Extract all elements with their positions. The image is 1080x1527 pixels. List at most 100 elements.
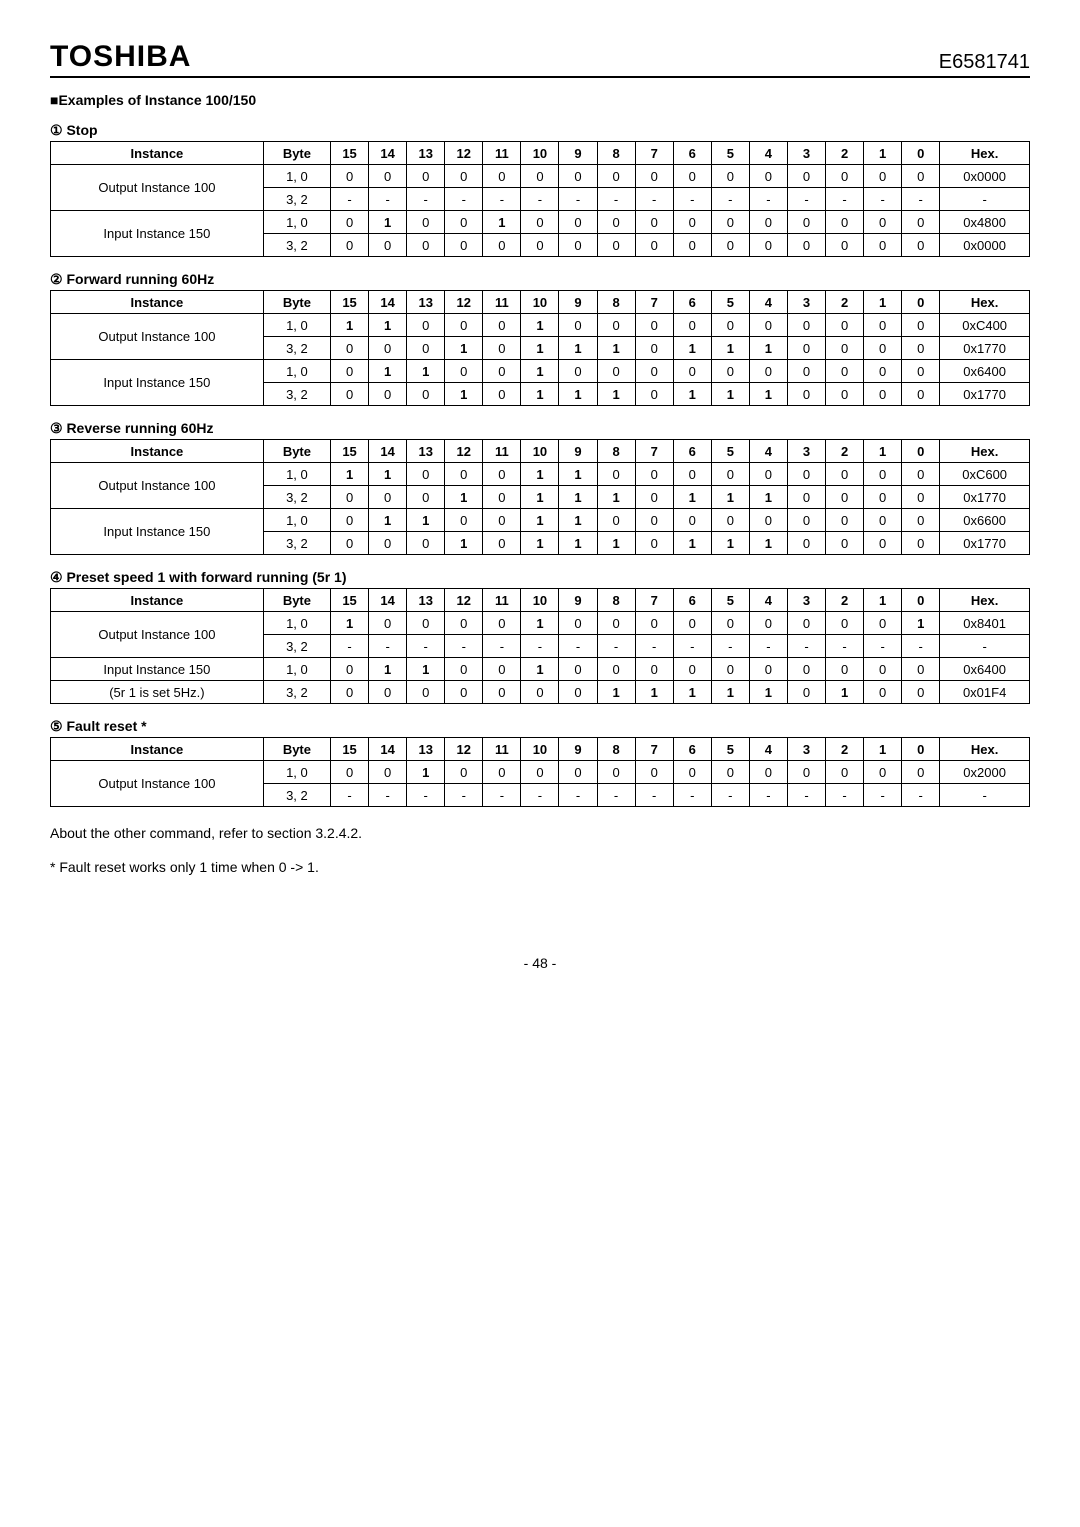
bit-cell: - [445,635,483,658]
table-row: Output Instance 1001, 010000100000000010… [51,612,1030,635]
bit-cell: 0 [673,165,711,188]
col-bit: 7 [635,589,673,612]
bit-cell: 0 [787,463,825,486]
col-bit: 11 [483,738,521,761]
bit-cell: 0 [826,337,864,360]
bit-cell: - [331,188,369,211]
bit-cell: 0 [749,612,787,635]
hex-cell: 0x8401 [940,612,1030,635]
bit-cell: 0 [635,463,673,486]
col-bit: 5 [711,291,749,314]
bit-cell: 1 [521,658,559,681]
bit-cell: 0 [331,165,369,188]
col-bit: 13 [407,142,445,165]
bit-cell: 0 [331,509,369,532]
bit-cell: 0 [749,658,787,681]
byte-cell: 1, 0 [263,211,330,234]
bit-cell: - [331,784,369,807]
bit-cell: - [635,635,673,658]
bit-cell: 0 [483,234,521,257]
col-bit: 6 [673,440,711,463]
bit-cell: 1 [597,486,635,509]
bit-cell: 0 [635,486,673,509]
bit-cell: 0 [407,532,445,555]
bit-cell: - [864,784,902,807]
bit-cell: 1 [597,532,635,555]
bit-cell: 0 [864,383,902,406]
bit-cell: 1 [673,383,711,406]
bit-cell: 0 [826,486,864,509]
hex-cell: 0x4800 [940,211,1030,234]
bit-cell: 1 [711,337,749,360]
bit-cell: 1 [559,486,597,509]
bit-cell: 0 [826,360,864,383]
col-bit: 3 [787,291,825,314]
bit-cell: - [597,784,635,807]
bit-cell: - [407,784,445,807]
table-row: Input Instance 1501, 001100100000000000x… [51,360,1030,383]
bit-cell: 0 [445,463,483,486]
byte-cell: 3, 2 [263,681,330,704]
bit-cell: - [559,784,597,807]
bit-cell: 1 [369,658,407,681]
col-bit: 10 [521,440,559,463]
bit-cell: 1 [749,486,787,509]
bit-cell: - [902,784,940,807]
bit-cell: 0 [635,211,673,234]
col-bit: 10 [521,738,559,761]
bit-cell: 0 [864,337,902,360]
col-bit: 11 [483,589,521,612]
bit-cell: 0 [559,612,597,635]
bit-cell: 0 [711,211,749,234]
bit-cell: - [902,188,940,211]
byte-cell: 1, 0 [263,761,330,784]
col-bit: 6 [673,291,711,314]
instance-cell: Input Instance 150 [51,211,264,257]
bit-cell: 0 [864,658,902,681]
bit-cell: 0 [902,486,940,509]
note-2: * Fault reset works only 1 time when 0 -… [50,859,1030,875]
bit-cell: 0 [673,761,711,784]
instance-cell: Input Instance 150 [51,658,264,681]
col-bit: 1 [864,440,902,463]
col-bit: 1 [864,142,902,165]
col-bit: 9 [559,291,597,314]
col-bit: 4 [749,589,787,612]
bit-cell: 0 [787,761,825,784]
col-bit: 4 [749,738,787,761]
col-bit: 10 [521,291,559,314]
bit-cell: 1 [331,612,369,635]
bit-cell: - [521,188,559,211]
bit-cell: 0 [597,211,635,234]
hex-cell: 0x1770 [940,532,1030,555]
bit-cell: - [483,784,521,807]
bit-cell: 1 [521,463,559,486]
bit-cell: 1 [331,463,369,486]
bit-cell: 0 [826,761,864,784]
byte-cell: 3, 2 [263,635,330,658]
bit-cell: 0 [483,165,521,188]
col-byte: Byte [263,291,330,314]
byte-cell: 3, 2 [263,486,330,509]
bit-cell: 0 [597,234,635,257]
col-instance: Instance [51,291,264,314]
bit-cell: 1 [483,211,521,234]
col-bit: 13 [407,589,445,612]
bit-cell: 0 [902,383,940,406]
bit-cell: 0 [826,509,864,532]
bit-cell: 0 [749,360,787,383]
col-bit: 8 [597,440,635,463]
bit-cell: 0 [673,234,711,257]
bit-cell: - [673,784,711,807]
bit-cell: 0 [749,165,787,188]
bit-cell: - [864,188,902,211]
bit-cell: 0 [787,234,825,257]
col-bit: 15 [331,291,369,314]
bit-cell: - [445,784,483,807]
bit-cell: 0 [673,509,711,532]
bit-cell: - [749,188,787,211]
bit-cell: 1 [521,612,559,635]
bit-cell: 0 [483,383,521,406]
bit-cell: 0 [635,509,673,532]
bit-cell: 1 [445,383,483,406]
